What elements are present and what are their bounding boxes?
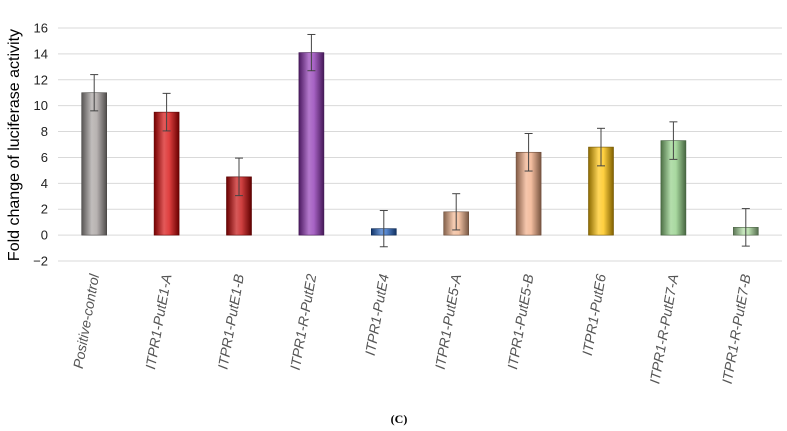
x-tick-label: ITPR1-PutE4 [362, 273, 392, 357]
x-tick-label: ITPR1-R-PutE7-A [646, 273, 681, 385]
y-tick-label: −2 [33, 254, 48, 269]
x-axis-labels: Positive-control ITPR1-PutE1-A ITPR1-PutE1… [70, 272, 754, 385]
y-tick-label: 10 [34, 98, 48, 113]
error-bar [597, 127, 605, 167]
bars [81, 52, 759, 236]
x-tick-label: ITPR1-PutE5-A [432, 273, 465, 371]
error-bar [524, 132, 533, 172]
x-tick-label: ITPR1-PutE5-B [504, 273, 537, 371]
error-bars [90, 33, 750, 248]
error-bar [307, 33, 316, 72]
y-tick-label: 4 [41, 176, 48, 191]
y-tick-label: 8 [41, 124, 48, 139]
y-axis-label: Fold change of luciferase activity [6, 29, 23, 261]
bar-itpr1-pute1-b [226, 176, 252, 236]
x-tick-label: ITPR1-PutE1-B [214, 273, 247, 371]
panel-label: (C) [391, 412, 408, 426]
bar-positive-control [81, 92, 107, 236]
x-tick-label: ITPR1-PutE1-A [142, 273, 175, 371]
y-tick-label: 0 [41, 228, 48, 243]
error-bar [669, 121, 678, 160]
error-bar [452, 193, 461, 231]
y-tick-label: 2 [41, 202, 48, 217]
y-tick-label: 12 [34, 72, 48, 87]
error-bar [162, 92, 171, 132]
error-bar [235, 157, 243, 197]
y-axis-ticks: −2 0 2 4 6 8 10 12 14 16 [33, 21, 48, 269]
y-tick-label: 6 [41, 150, 48, 165]
y-tick-label: 14 [34, 46, 48, 61]
x-tick-label: ITPR1-R-PutE2 [287, 273, 320, 372]
bar-itpr1-r-pute2 [298, 52, 325, 236]
x-tick-label: Positive-control [70, 272, 103, 370]
error-bar [90, 74, 99, 112]
y-tick-label: 16 [34, 21, 48, 36]
x-tick-label: ITPR1-PutE6 [579, 273, 609, 357]
bar-itpr1-pute1-a [153, 111, 180, 236]
error-bar [379, 210, 388, 248]
x-tick-label: ITPR1-R-PutE7-B [719, 273, 754, 385]
error-bar [741, 208, 750, 247]
